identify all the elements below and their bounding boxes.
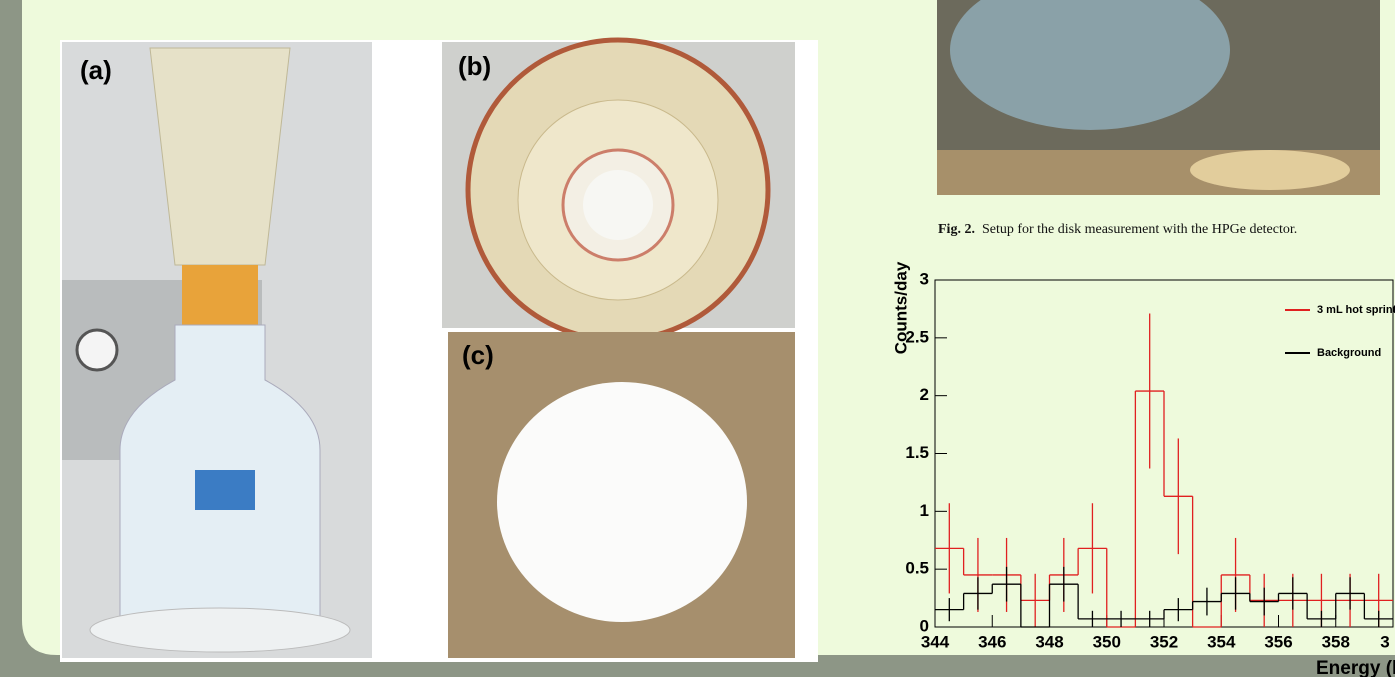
y-tick-label: 2: [920, 385, 929, 404]
caption: Fig. 2. Setup for the disk measurement w…: [938, 222, 1297, 238]
x-tick-label: 352: [1150, 632, 1178, 651]
x-tick-label: 358: [1322, 632, 1350, 651]
caption-label: Fig. 2.: [938, 222, 975, 237]
y-tick-label: 3: [920, 269, 929, 288]
slide-art: (a) (b) (c) Counts/day Energy (k 00.511.…: [0, 0, 1395, 677]
x-tick-label: 344: [921, 632, 950, 651]
y-tick-label: 1.5: [905, 443, 929, 462]
x-tick-label: 356: [1264, 632, 1292, 651]
panel-label: (c): [462, 340, 494, 370]
photo-detector: [937, 0, 1380, 195]
photo-a: [62, 42, 372, 658]
caption-text: Setup for the disk measurement with the …: [982, 222, 1297, 237]
x-tick-label: 350: [1093, 632, 1121, 651]
x-tick-label: 348: [1035, 632, 1063, 651]
y-tick-label: 2.5: [905, 327, 929, 346]
photo-c: [448, 332, 795, 658]
y-tick-label: 1: [920, 501, 929, 520]
x-tick-label: 354: [1207, 632, 1236, 651]
slide: (a) (b) (c) Counts/day Energy (k 00.511.…: [0, 0, 1395, 677]
panel-label: (b): [458, 51, 491, 81]
y-tick-label: 0.5: [905, 559, 929, 578]
photo-b: [442, 40, 795, 340]
panel-label: (a): [80, 55, 112, 85]
x-axis-label: Energy (k: [1316, 658, 1395, 677]
x-tick-label: 3: [1380, 632, 1389, 651]
legend-label: 3 mL hot sprint water: [1317, 304, 1395, 316]
legend-label: Background: [1317, 347, 1381, 359]
x-tick-label: 346: [978, 632, 1006, 651]
